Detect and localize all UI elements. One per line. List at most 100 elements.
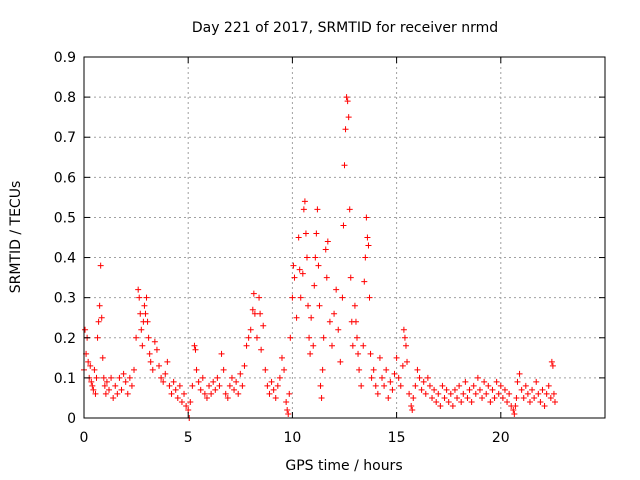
data-point: [395, 374, 402, 381]
chart-title: Day 221 of 2017, SRMTID for receiver nrm…: [192, 20, 498, 36]
data-point: [145, 334, 152, 341]
data-point: [501, 386, 508, 393]
data-point: [233, 378, 240, 385]
data-point: [393, 354, 400, 361]
data-point: [306, 334, 313, 341]
data-point: [243, 342, 250, 349]
data-point: [435, 390, 442, 397]
data-point: [201, 390, 208, 397]
data-point: [185, 406, 192, 413]
data-point: [333, 286, 340, 293]
data-point: [301, 198, 308, 205]
data-point: [355, 350, 362, 357]
data-point: [286, 390, 293, 397]
data-point: [341, 162, 348, 169]
y-tick-label: 0.4: [54, 251, 76, 267]
data-point: [497, 382, 504, 389]
data-point: [437, 402, 444, 409]
data-point: [317, 382, 324, 389]
data-point: [404, 358, 411, 365]
data-point: [118, 386, 125, 393]
data-point: [516, 370, 523, 377]
data-point: [197, 386, 204, 393]
data-point: [543, 390, 550, 397]
data-point: [539, 386, 546, 393]
data-point: [456, 382, 463, 389]
data-point: [160, 378, 167, 385]
data-point: [349, 342, 356, 349]
data-point: [550, 390, 557, 397]
data-point: [168, 390, 175, 397]
data-point: [284, 406, 291, 413]
data-point: [326, 318, 333, 325]
data-point: [112, 382, 119, 389]
data-point: [426, 382, 433, 389]
data-point: [402, 342, 409, 349]
data-point: [466, 386, 473, 393]
x-tick-label: 0: [80, 430, 89, 446]
data-point: [429, 394, 436, 401]
data-point: [278, 354, 285, 361]
data-point: [354, 334, 361, 341]
data-point: [136, 294, 143, 301]
data-point: [122, 378, 129, 385]
data-point: [285, 410, 292, 417]
data-point: [143, 294, 150, 301]
data-point: [88, 378, 95, 385]
data-point: [176, 382, 183, 389]
data-point: [481, 378, 488, 385]
data-point: [142, 310, 149, 317]
data-point: [258, 346, 265, 353]
data-point: [222, 390, 229, 397]
x-tick-label: 15: [388, 430, 406, 446]
data-point: [372, 382, 379, 389]
data-point: [308, 314, 315, 321]
data-point: [245, 334, 252, 341]
data-point: [518, 386, 525, 393]
data-point: [506, 390, 513, 397]
data-point: [537, 398, 544, 405]
data-point: [431, 386, 438, 393]
data-point: [210, 378, 217, 385]
y-tick-label: 0.1: [54, 371, 76, 387]
data-point: [226, 382, 233, 389]
data-point: [512, 402, 519, 409]
data-point: [416, 374, 423, 381]
data-point: [189, 382, 196, 389]
data-point: [228, 374, 235, 381]
data-point: [447, 390, 454, 397]
data-point: [96, 302, 103, 309]
data-point: [307, 350, 314, 357]
data-point: [367, 350, 374, 357]
data-point: [366, 294, 373, 301]
data-point: [342, 126, 349, 133]
data-point: [401, 334, 408, 341]
data-point: [214, 374, 221, 381]
data-point: [305, 302, 312, 309]
data-point: [181, 390, 188, 397]
data-point: [260, 322, 267, 329]
data-point: [370, 366, 377, 373]
data-point: [470, 382, 477, 389]
data-point: [374, 390, 381, 397]
data-point: [241, 362, 248, 369]
data-point: [85, 358, 92, 365]
data-point: [110, 394, 117, 401]
data-point: [97, 262, 104, 269]
data-point: [520, 394, 527, 401]
data-point: [91, 366, 98, 373]
data-point: [149, 366, 156, 373]
data-point: [454, 394, 461, 401]
data-point: [124, 390, 131, 397]
data-point: [164, 358, 171, 365]
data-point: [193, 366, 200, 373]
data-point: [290, 262, 297, 269]
x-tick-label: 10: [283, 430, 301, 446]
data-point: [412, 382, 419, 389]
data-point: [364, 234, 371, 241]
y-tick-label: 0.9: [54, 50, 76, 66]
data-point: [548, 358, 555, 365]
data-point: [510, 406, 517, 413]
axis-ticks: [83, 56, 605, 419]
